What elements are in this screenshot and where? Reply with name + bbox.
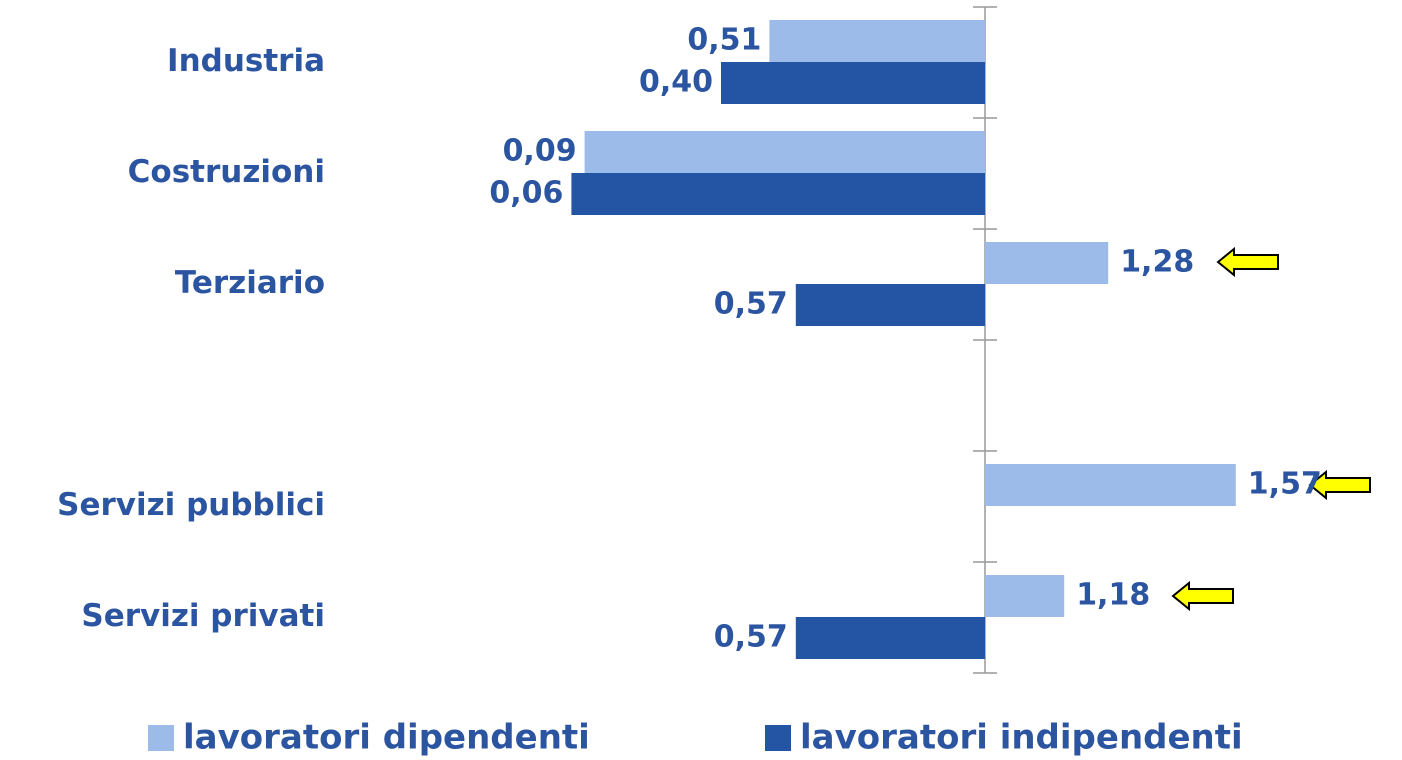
value-label: 0,40 — [639, 65, 713, 100]
value-label: 1,28 — [1120, 245, 1194, 280]
legend-swatch — [148, 725, 174, 751]
bar — [571, 173, 985, 215]
category-label: Costruzioni — [128, 154, 325, 190]
value-label: 0,09 — [503, 134, 577, 169]
arrow — [1171, 246, 1371, 612]
category-label: Servizi pubblici — [57, 487, 325, 523]
legend-label: lavoratori dipendenti — [183, 718, 590, 758]
bar — [985, 464, 1236, 506]
category-label: Industria — [167, 43, 325, 79]
bar — [795, 284, 985, 326]
category-label: Servizi privati — [81, 598, 325, 634]
category-label: Terziario — [175, 265, 325, 301]
value-label: 1,57 — [1248, 467, 1322, 502]
legend-swatch — [765, 725, 791, 751]
bar — [795, 617, 985, 659]
value-label: 0,06 — [489, 176, 563, 211]
bar — [769, 20, 985, 62]
value-label: 0,57 — [714, 287, 788, 322]
value-label: 1,18 — [1076, 578, 1150, 613]
bar — [721, 62, 985, 104]
legend-label: lavoratori indipendenti — [800, 718, 1243, 758]
bar — [985, 242, 1109, 284]
bar — [985, 575, 1065, 617]
value-label: 0,51 — [687, 23, 761, 58]
value-label: 0,57 — [714, 620, 788, 655]
bar — [584, 131, 985, 173]
